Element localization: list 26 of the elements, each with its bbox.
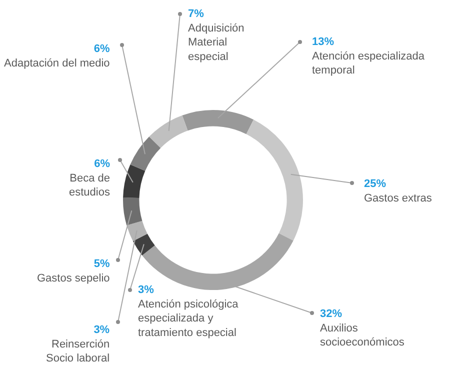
slice-label: Gastos extras (364, 192, 432, 204)
slice-label: Reinserción Socio laboral (46, 338, 110, 365)
slice-label: Gastos sepelio (37, 272, 110, 284)
data-label: 6% (94, 43, 110, 55)
slice-label: Auxilios socioeconómicos (320, 322, 405, 349)
donut-slice (149, 115, 188, 148)
donut-slice (123, 164, 146, 198)
data-label: 6% (94, 158, 110, 170)
data-label: 32% (320, 308, 342, 320)
data-label: 3% (138, 284, 154, 296)
donut-slice (246, 120, 303, 241)
donut-slice (182, 110, 254, 134)
donut-slice (130, 136, 161, 171)
data-label: 3% (94, 324, 110, 336)
slice-label: Beca de estudios (69, 172, 110, 199)
donut-slice (126, 220, 148, 242)
data-label: 25% (364, 178, 386, 190)
slice-label: Adquisición Material especial (188, 22, 244, 63)
donut-slice (132, 234, 155, 256)
data-label: 13% (312, 36, 334, 48)
donut-slice (123, 197, 142, 226)
slice-label: Atención psicológica especializada y tratamiento especial (138, 298, 240, 339)
data-label: 5% (94, 258, 110, 270)
slice-label: Atención especializada temporal (312, 50, 426, 77)
slice-label: Adaptación del medio (4, 57, 110, 70)
data-label: 7% (188, 8, 204, 20)
